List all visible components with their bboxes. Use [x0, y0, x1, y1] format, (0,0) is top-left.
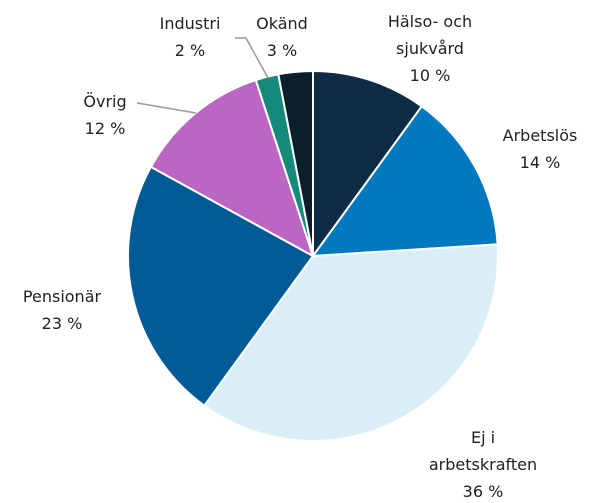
pie-slice [312, 69, 424, 260]
pie-slice [310, 104, 499, 258]
leader-line [136, 102, 197, 114]
category-label: Arbetslös [502, 126, 578, 145]
slice-label: Industri 2 % [140, 10, 240, 64]
slice-label: Övrig 12 % [55, 88, 155, 142]
leader-line [235, 37, 269, 79]
category-label: Hälso- och sjukvård [387, 12, 473, 58]
category-label: Ej i arbetskraften [428, 428, 538, 474]
value-label: 36 % [462, 482, 504, 501]
slice-label: Hälso- och sjukvård 10 % [375, 8, 485, 89]
category-label: Okänd [256, 14, 308, 33]
value-label: 3 % [266, 41, 298, 60]
slice-label: Arbetslös 14 % [480, 122, 590, 176]
pie-slice [277, 69, 314, 257]
slice-label: Ej i arbetskraften 36 % [423, 424, 543, 503]
category-label: Industri [159, 14, 221, 33]
value-label: 14 % [519, 153, 561, 172]
pie-slice [202, 243, 499, 442]
value-label: 12 % [84, 119, 126, 138]
value-label: 10 % [409, 66, 451, 85]
category-label: Pensionär [22, 287, 102, 306]
value-label: 2 % [174, 41, 206, 60]
slice-label: Pensionär 23 % [2, 283, 122, 337]
slice-label: Okänd 3 % [232, 10, 332, 64]
pie-slice [127, 165, 315, 408]
value-label: 23 % [41, 314, 83, 333]
category-label: Övrig [83, 92, 127, 111]
